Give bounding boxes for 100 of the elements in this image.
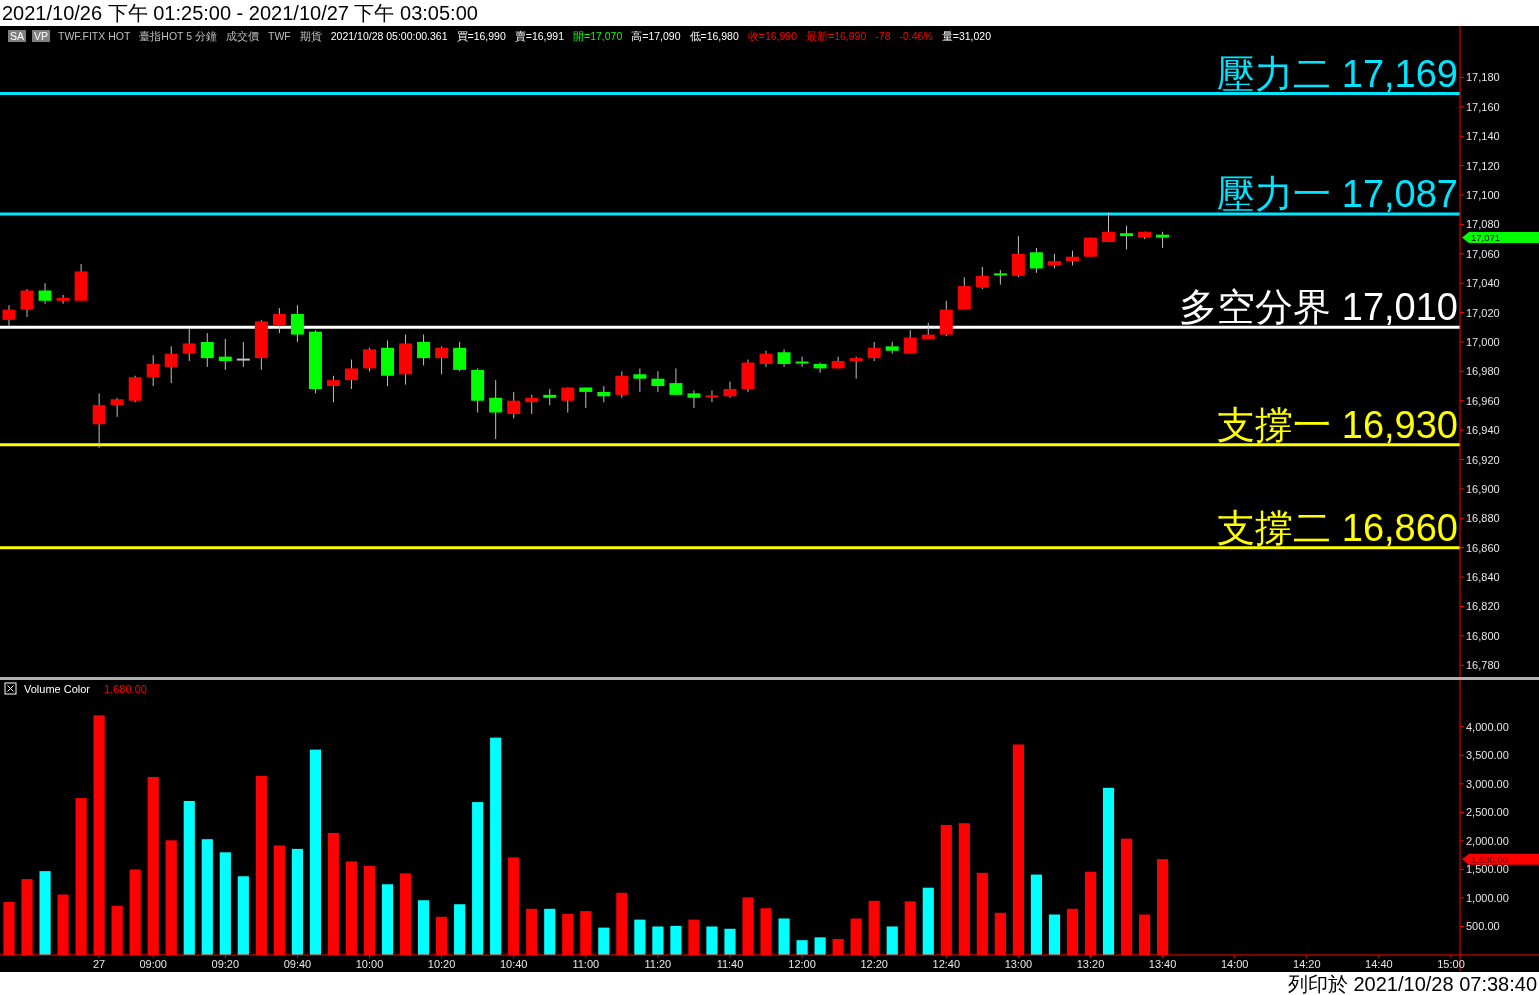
bar [219,852,231,955]
annotation: 買=16,990 [456,30,506,42]
x-tick-label: 13:40 [1148,958,1177,970]
annotation: -78 [875,30,891,42]
x-tick-label: 11:20 [644,958,672,970]
text: 列印於 2021/10/28 07:38:40 [1287,973,1537,995]
bar [724,928,736,955]
bar [381,884,394,955]
chart-title: Volume Color [24,683,91,695]
y-tick-label: 16,860 [1466,541,1500,554]
bar [922,887,934,955]
x-tick-label: 12:20 [860,958,888,970]
x-tick-label: 14:00 [1220,958,1249,970]
candlestick [849,356,863,380]
candlestick [110,397,124,418]
bar [634,919,646,955]
y-tick-label: 16,800 [1466,629,1500,642]
annotation: SA [10,30,25,42]
y-tick-label: 16,980 [1466,365,1500,378]
y-tick-label: 2,000.00 [1466,834,1509,847]
y-tick-label: 17,020 [1466,306,1500,319]
candlestick [615,370,629,399]
candlestick [453,341,467,372]
candlestick [290,304,304,343]
annotation: 收=16,990 [747,30,798,42]
annotation: TWF [268,30,291,42]
bar [796,940,808,955]
x-tick-label: 10:00 [355,958,384,970]
x-tick-label: 14:40 [1365,958,1393,970]
candlestick [363,347,376,372]
candlestick [344,359,358,390]
bar [490,737,502,955]
bar [201,839,213,955]
x-tick-label: 13:00 [1004,958,1033,970]
x-tick-label: 13:20 [1076,958,1105,970]
y-tick-label: 16,820 [1466,600,1500,613]
candlestick [236,341,250,368]
annotation: 高=17,090 [631,30,681,42]
annotation: 2021/10/28 05:00:00.361 [330,30,448,42]
x-tick-label: 12:40 [932,958,961,970]
candlestick [56,294,70,305]
candlestick [417,334,431,366]
candlestick [1029,247,1043,274]
annotation: 開=17,070 [573,30,623,42]
y-tick-label: 16,920 [1466,453,1500,466]
candlestick [92,392,106,449]
y-tick-label: 16,900 [1466,482,1500,495]
candlestick [975,266,989,290]
x-tick-label: 12:00 [788,958,816,970]
candlestick [182,328,196,362]
candlestick [795,356,809,368]
y-tick-label: 17,160 [1466,100,1500,113]
candlestick [651,370,665,393]
candlestick [507,391,521,419]
x-tick-label: 10:40 [499,958,528,970]
candlestick [867,341,881,362]
y-tick-label: 17,100 [1466,189,1500,201]
bar [598,927,610,955]
bar [706,926,718,955]
candlestick [687,389,701,409]
candlestick [525,394,539,415]
text: 17,071 [1471,232,1501,244]
candlestick [1011,235,1025,278]
x-tick-label: 15:00 [1437,958,1465,970]
y-tick-label: 17,120 [1466,159,1500,172]
bar [472,802,484,955]
y-tick-label: 16,780 [1466,659,1500,672]
y-tick-label: 17,060 [1466,247,1500,260]
candlestick [38,282,52,305]
y-tick-label: 17,180 [1466,71,1500,84]
annotation: VP [34,30,49,42]
annotation: 臺指HOT 5 分鐘 [139,30,218,42]
candlestick [1120,225,1134,250]
candlestick [146,354,160,387]
candlestick [164,345,178,384]
ref-line-label: 支撐一 16,930 [1217,403,1458,446]
y-tick-label: 17,140 [1466,130,1500,143]
annotation: 1,680.00 [104,683,147,695]
y-tick-label: 17,080 [1466,218,1500,231]
chart-title: 2021/10/26 下午 01:25:00 - 2021/10/27 下午 03:05:00 [2,2,478,24]
bar [652,926,664,955]
annotation: 期貨 [299,30,322,42]
y-tick-label: 16,880 [1466,512,1500,525]
bar [39,871,51,955]
candlestick [633,367,647,393]
y-tick-label: 17,000 [1466,335,1500,348]
bar [1102,787,1115,955]
candlestick [272,307,286,334]
y-tick-label: 2,500.00 [1466,806,1509,819]
bar [454,904,466,955]
annotation: 成交價 [226,30,260,42]
y-tick-label: 16,940 [1466,424,1500,437]
y-tick-label: 3,500.00 [1466,749,1509,762]
bar [886,926,898,955]
annotation: 低=16,980 [689,30,739,42]
annotation: 最新=16,990 [806,30,867,42]
ref-line-label: 壓力一 17,087 [1217,173,1458,216]
bar [183,800,195,955]
x-tick-label: 09:40 [283,958,312,970]
annotation: -0.46% [899,30,933,42]
